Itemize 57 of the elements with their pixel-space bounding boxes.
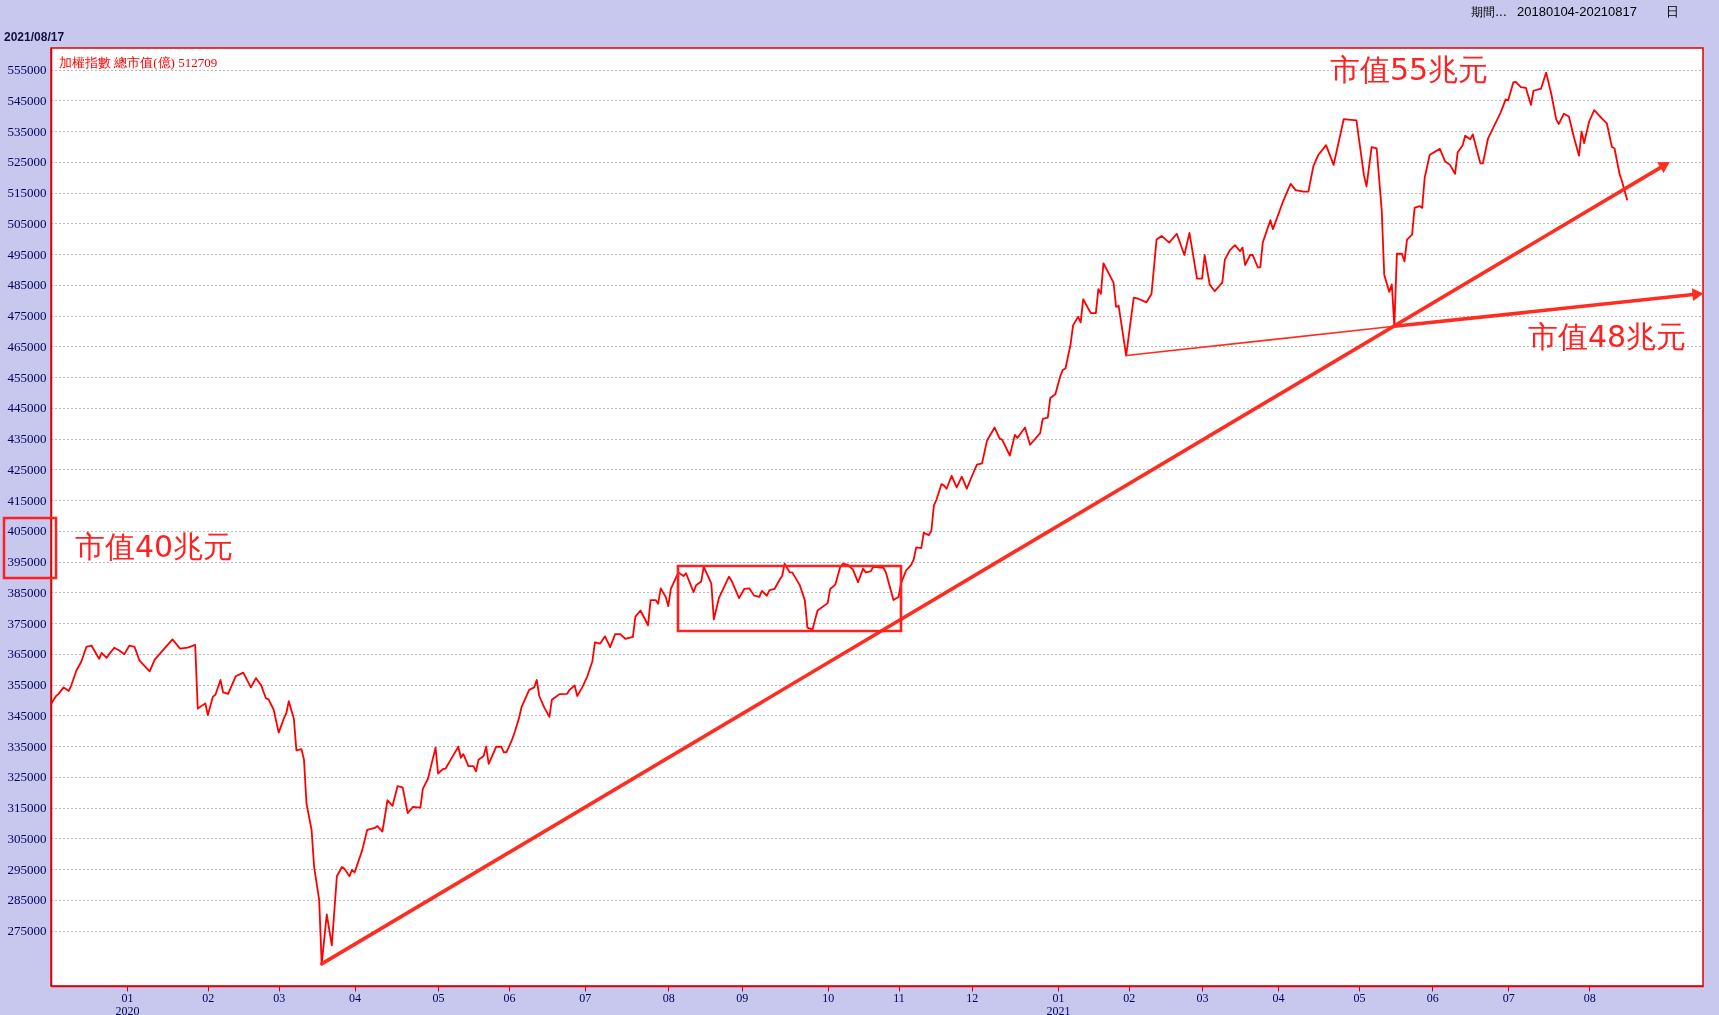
y-tick-label: 535000 bbox=[7, 123, 47, 139]
x-tick-label: 07 bbox=[579, 990, 592, 1005]
y-tick-label: 415000 bbox=[7, 492, 47, 508]
y-tick-label: 435000 bbox=[7, 431, 47, 447]
x-tick-label: 02 bbox=[1123, 990, 1136, 1005]
y-tick-label: 305000 bbox=[7, 830, 47, 846]
y-tick-label: 335000 bbox=[7, 738, 47, 754]
x-tick-label: 04 bbox=[349, 990, 362, 1005]
x-tick-label: 03 bbox=[273, 990, 286, 1005]
x-tick-label: 01 2020 bbox=[115, 990, 140, 1015]
y-tick-label: 455000 bbox=[7, 369, 47, 385]
annotation: 市值40兆元 bbox=[75, 529, 234, 564]
x-tick-label: 07 bbox=[1502, 990, 1515, 1005]
x-tick-label: 12 bbox=[966, 990, 979, 1005]
x-tick-label: 02 bbox=[202, 990, 215, 1005]
y-tick-label: 345000 bbox=[7, 707, 47, 723]
y-tick-label: 545000 bbox=[7, 92, 47, 108]
annotation: 市值55兆元 bbox=[1329, 52, 1489, 87]
y-tick-label: 395000 bbox=[7, 554, 47, 570]
chart-subtitle: 2021/08/17 bbox=[4, 30, 65, 44]
y-tick-label: 375000 bbox=[7, 615, 47, 631]
x-tick-label: 09 bbox=[736, 990, 749, 1005]
annotation: 市值48兆元 bbox=[1527, 319, 1687, 354]
y-tick-label: 475000 bbox=[7, 308, 47, 324]
text: 加權指數 總市值(億) 512709 bbox=[59, 55, 218, 70]
y-tick-label: 275000 bbox=[7, 923, 47, 939]
x-tick-label: 03 bbox=[1196, 990, 1209, 1005]
y-tick-label: 555000 bbox=[7, 62, 47, 78]
x-tick-label: 05 bbox=[432, 990, 445, 1005]
y-tick-label: 515000 bbox=[7, 185, 47, 201]
y-tick-label: 495000 bbox=[7, 246, 47, 262]
x-tick-label: 08 bbox=[662, 990, 675, 1005]
y-tick-label: 285000 bbox=[7, 892, 47, 908]
y-tick-label: 295000 bbox=[7, 861, 47, 877]
y-tick-label: 525000 bbox=[7, 154, 47, 170]
y-tick-label: 485000 bbox=[7, 277, 47, 293]
y-tick-label: 505000 bbox=[7, 215, 47, 231]
y-tick-label: 385000 bbox=[7, 584, 47, 600]
x-tick-label: 05 bbox=[1353, 990, 1366, 1005]
y-tick-label: 445000 bbox=[7, 400, 47, 416]
x-tick-label: 11 bbox=[893, 990, 905, 1005]
x-tick-label: 04 bbox=[1272, 990, 1285, 1005]
y-tick-label: 365000 bbox=[7, 646, 47, 662]
x-tick-label: 06 bbox=[503, 990, 516, 1005]
x-tick-label: 06 bbox=[1426, 990, 1439, 1005]
x-tick-label: 01 2021 bbox=[1046, 990, 1071, 1015]
x-tick-label: 08 bbox=[1583, 990, 1596, 1005]
y-tick-label: 425000 bbox=[7, 461, 47, 477]
x-tick-label: 10 bbox=[822, 990, 835, 1005]
y-tick-label: 355000 bbox=[7, 677, 47, 693]
y-tick-label: 465000 bbox=[7, 338, 47, 354]
text: 日 bbox=[1665, 4, 1679, 19]
text: 期間... bbox=[1471, 5, 1507, 19]
y-tick-label: 315000 bbox=[7, 800, 47, 816]
text: 20180104-20210817 bbox=[1517, 4, 1638, 19]
y-tick-label: 325000 bbox=[7, 769, 47, 785]
y-tick-label: 405000 bbox=[7, 523, 47, 539]
